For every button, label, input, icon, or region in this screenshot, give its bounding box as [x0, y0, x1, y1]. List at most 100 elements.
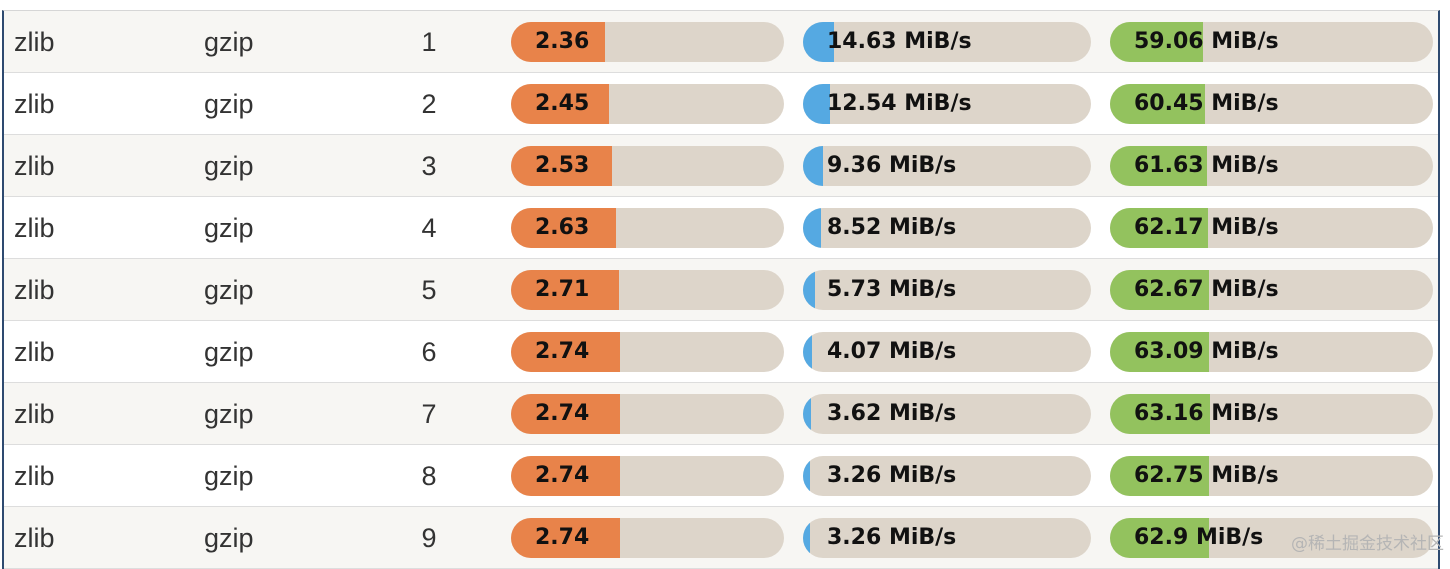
format-name: gzip	[204, 89, 254, 119]
format-name: gzip	[204, 523, 254, 553]
decompress-speed-bar-label: 62.9 MiB/s	[1134, 525, 1264, 550]
compression-level: 1	[421, 27, 437, 57]
decompress-speed-bar-label: 59.06 MiB/s	[1134, 29, 1279, 54]
decompress-speed-bar-fill	[1110, 22, 1204, 62]
ratio-bar-label: 2.63	[535, 215, 590, 240]
compression-level: 9	[421, 523, 437, 553]
table-row: zlib gzip 2 2.45 12.54 MiB/s 60.45 MiB/s	[4, 73, 1438, 135]
compress-speed-bar: 3.26 MiB/s	[803, 518, 1091, 558]
decompress-speed-bar: 62.67 MiB/s	[1110, 270, 1433, 310]
compress-speed-bar-label: 3.26 MiB/s	[827, 463, 957, 488]
watermark: @稀土掘金技术社区	[1291, 534, 1444, 554]
ratio-bar: 2.74	[511, 394, 784, 434]
compress-speed-bar: 14.63 MiB/s	[803, 22, 1091, 62]
compress-speed-bar-fill	[803, 270, 816, 310]
compress-speed-bar-label: 5.73 MiB/s	[827, 277, 957, 302]
format-name: gzip	[204, 151, 254, 181]
decompress-speed-bar-fill	[1110, 332, 1210, 372]
ratio-bar-fill	[511, 208, 616, 248]
compress-speed-bar-label: 8.52 MiB/s	[827, 215, 957, 240]
compress-speed-bar-fill	[803, 456, 810, 496]
compress-speed-bar-label: 9.36 MiB/s	[827, 153, 957, 178]
format-name: gzip	[204, 275, 254, 305]
ratio-bar: 2.53	[511, 146, 784, 186]
compression-level: 7	[421, 399, 437, 429]
ratio-bar-label: 2.36	[535, 29, 590, 54]
compress-speed-bar-fill	[803, 394, 811, 434]
ratio-bar-fill	[511, 146, 612, 186]
compress-speed-bar-fill	[803, 332, 812, 372]
decompress-speed-bar-fill	[1110, 84, 1206, 124]
compress-speed-bar-label: 3.26 MiB/s	[827, 525, 957, 550]
decompress-speed-bar-fill	[1110, 456, 1209, 496]
ratio-bar-fill	[511, 456, 621, 496]
library-name: zlib	[14, 27, 55, 57]
benchmark-table: zlib gzip 1 2.36 14.63 MiB/s 59.06 MiB/s zlib g…	[2, 10, 1440, 569]
ratio-bar-label: 2.74	[535, 339, 590, 364]
compress-speed-bar: 12.54 MiB/s	[803, 84, 1091, 124]
ratio-bar: 2.45	[511, 84, 784, 124]
compression-level: 5	[421, 275, 437, 305]
ratio-bar-label: 2.71	[535, 277, 590, 302]
ratio-bar: 2.74	[511, 518, 784, 558]
decompress-speed-bar-label: 62.75 MiB/s	[1134, 463, 1279, 488]
table-row: zlib gzip 3 2.53 9.36 MiB/s 61.63 MiB/s	[4, 135, 1438, 197]
library-name: zlib	[14, 461, 55, 491]
decompress-speed-bar-label: 62.17 MiB/s	[1134, 215, 1279, 240]
ratio-bar-label: 2.53	[535, 153, 590, 178]
library-name: zlib	[14, 399, 55, 429]
compression-level: 3	[421, 151, 437, 181]
ratio-bar-fill	[511, 394, 621, 434]
ratio-bar-label: 2.74	[535, 463, 590, 488]
decompress-speed-bar-fill	[1110, 208, 1208, 248]
ratio-bar-fill	[511, 332, 621, 372]
compress-speed-bar-fill	[803, 208, 822, 248]
format-name: gzip	[204, 27, 254, 57]
compress-speed-bar-fill	[803, 518, 810, 558]
table-row: zlib gzip 8 2.74 3.26 MiB/s 62.75 MiB/s	[4, 445, 1438, 507]
ratio-bar: 2.74	[511, 332, 784, 372]
ratio-bar-fill	[511, 22, 606, 62]
format-name: gzip	[204, 399, 254, 429]
ratio-bar-fill	[511, 518, 621, 558]
compress-speed-bar-fill	[803, 22, 835, 62]
ratio-bar: 2.71	[511, 270, 784, 310]
decompress-speed-bar-fill	[1110, 270, 1209, 310]
decompress-speed-bar: 59.06 MiB/s	[1110, 22, 1433, 62]
ratio-bar-fill	[511, 84, 609, 124]
compress-speed-bar: 5.73 MiB/s	[803, 270, 1091, 310]
compress-speed-bar: 3.26 MiB/s	[803, 456, 1091, 496]
compress-speed-bar-label: 14.63 MiB/s	[827, 29, 972, 54]
library-name: zlib	[14, 337, 55, 367]
library-name: zlib	[14, 275, 55, 305]
decompress-speed-bar-label: 60.45 MiB/s	[1134, 91, 1279, 116]
decompress-speed-bar-fill	[1110, 146, 1208, 186]
decompress-speed-bar-label: 63.09 MiB/s	[1134, 339, 1279, 364]
compress-speed-bar-label: 12.54 MiB/s	[827, 91, 972, 116]
ratio-bar-label: 2.74	[535, 525, 590, 550]
table-row: zlib gzip 5 2.71 5.73 MiB/s 62.67 MiB/s	[4, 259, 1438, 321]
compress-speed-bar: 8.52 MiB/s	[803, 208, 1091, 248]
compress-speed-bar-fill	[803, 84, 830, 124]
decompress-speed-bar-fill	[1110, 518, 1210, 558]
decompress-speed-bar: 60.45 MiB/s	[1110, 84, 1433, 124]
ratio-bar-label: 2.45	[535, 91, 590, 116]
ratio-bar-fill	[511, 270, 620, 310]
decompress-speed-bar: 63.16 MiB/s	[1110, 394, 1433, 434]
table-row: zlib gzip 4 2.63 8.52 MiB/s 62.17 MiB/s	[4, 197, 1438, 259]
table-row: zlib gzip 1 2.36 14.63 MiB/s 59.06 MiB/s	[4, 11, 1438, 73]
decompress-speed-bar-label: 62.67 MiB/s	[1134, 277, 1279, 302]
compress-speed-bar: 9.36 MiB/s	[803, 146, 1091, 186]
compress-speed-bar-fill	[803, 146, 823, 186]
format-name: gzip	[204, 337, 254, 367]
decompress-speed-bar: 62.75 MiB/s	[1110, 456, 1433, 496]
format-name: gzip	[204, 213, 254, 243]
decompress-speed-bar: 61.63 MiB/s	[1110, 146, 1433, 186]
compression-level: 6	[421, 337, 437, 367]
table-row: zlib gzip 9 2.74 3.26 MiB/s 62.9 MiB/s	[4, 507, 1438, 569]
ratio-bar: 2.36	[511, 22, 784, 62]
ratio-bar: 2.63	[511, 208, 784, 248]
decompress-speed-bar: 62.17 MiB/s	[1110, 208, 1433, 248]
decompress-speed-bar-fill	[1110, 394, 1210, 434]
decompress-speed-bar: 63.09 MiB/s	[1110, 332, 1433, 372]
